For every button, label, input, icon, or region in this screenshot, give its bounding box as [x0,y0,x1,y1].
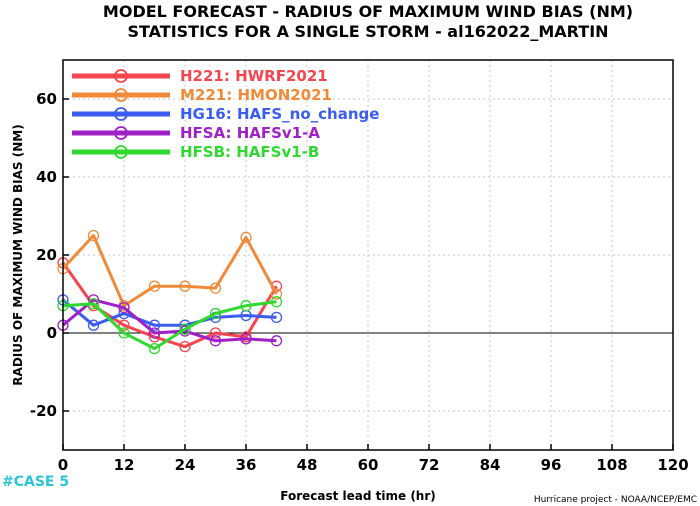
data-point [179,323,191,335]
data-point [87,298,100,310]
data-point [270,288,283,300]
data-point [148,280,161,292]
legend-item: H221: HWRF2021 [72,67,328,85]
y-axis-label: RADIUS OF MAXIMUM WIND BIAS (NM) [11,124,25,385]
legend-swatch-marker [114,69,128,83]
credit-text: Hurricane project - NOAA/NCEP/EMC [534,495,697,505]
legend-swatch-marker [114,145,128,159]
data-point [179,340,191,353]
y-tick-label: 0 [47,324,57,342]
y-tick-label: -20 [30,402,57,420]
data-point [118,301,130,314]
data-point [240,300,252,312]
x-tick-label: 72 [419,456,440,474]
x-tick-label: 36 [236,456,257,474]
legend-swatch-marker [114,126,128,140]
x-tick-label: 120 [657,456,688,474]
y-tick-label: 60 [36,90,57,108]
x-tick-label: 0 [58,456,68,474]
x-tick-label: 24 [175,456,196,474]
data-point [87,229,100,242]
data-point [209,307,222,320]
x-tick-label: 12 [114,456,135,474]
legend-label: M221: HMON2021 [180,86,332,104]
x-tick-label: 84 [480,456,501,474]
chart-title-line2: STATISTICS FOR A SINGLE STORM - al162022… [127,22,608,41]
legend-label: HG16: HAFS_no_change [180,105,379,123]
data-point [209,327,222,339]
x-tick-label: 108 [596,456,627,474]
ticks: 0 12 24 36 48 60 72 84 96 108 120 -20 0 20 40 60 [30,90,689,474]
legend-label: HFSB: HAFSv1-B [180,143,319,161]
data-point [87,319,100,331]
data-point [179,280,191,292]
data-point [148,327,161,339]
legend-label: H221: HWRF2021 [180,67,328,85]
legend-swatch-marker [114,107,128,121]
y-tick-label: 20 [36,246,57,264]
series-layer [57,229,283,355]
x-tick-label: 60 [358,456,379,474]
legend-swatch-marker [114,88,128,102]
chart-title-line1: MODEL FORECAST - RADIUS OF MAXIMUM WIND … [103,2,633,21]
data-point [270,335,283,347]
data-point [209,335,222,347]
data-point [118,319,130,331]
x-tick-label: 48 [297,456,318,474]
data-point [270,296,283,308]
series-line [61,234,278,308]
legend-item: HFSA: HAFSv1-A [72,124,320,142]
case-label: #CASE 5 [2,474,69,490]
data-point [240,333,252,345]
legend-item: HFSB: HAFSv1-B [72,143,319,161]
legend-item: HG16: HAFS_no_change [72,105,379,123]
data-point [209,282,222,294]
y-tick-label: 40 [36,168,57,186]
data-point [148,319,161,331]
x-axis-label: Forecast lead time (hr) [280,489,436,503]
data-point [240,231,252,244]
data-point [118,327,130,339]
data-point [270,311,283,324]
legend-item: M221: HMON2021 [72,86,332,104]
legend-label: HFSA: HAFSv1-A [180,124,320,142]
series-3 [57,294,283,347]
x-tick-label: 96 [541,456,562,474]
data-point [148,342,161,355]
